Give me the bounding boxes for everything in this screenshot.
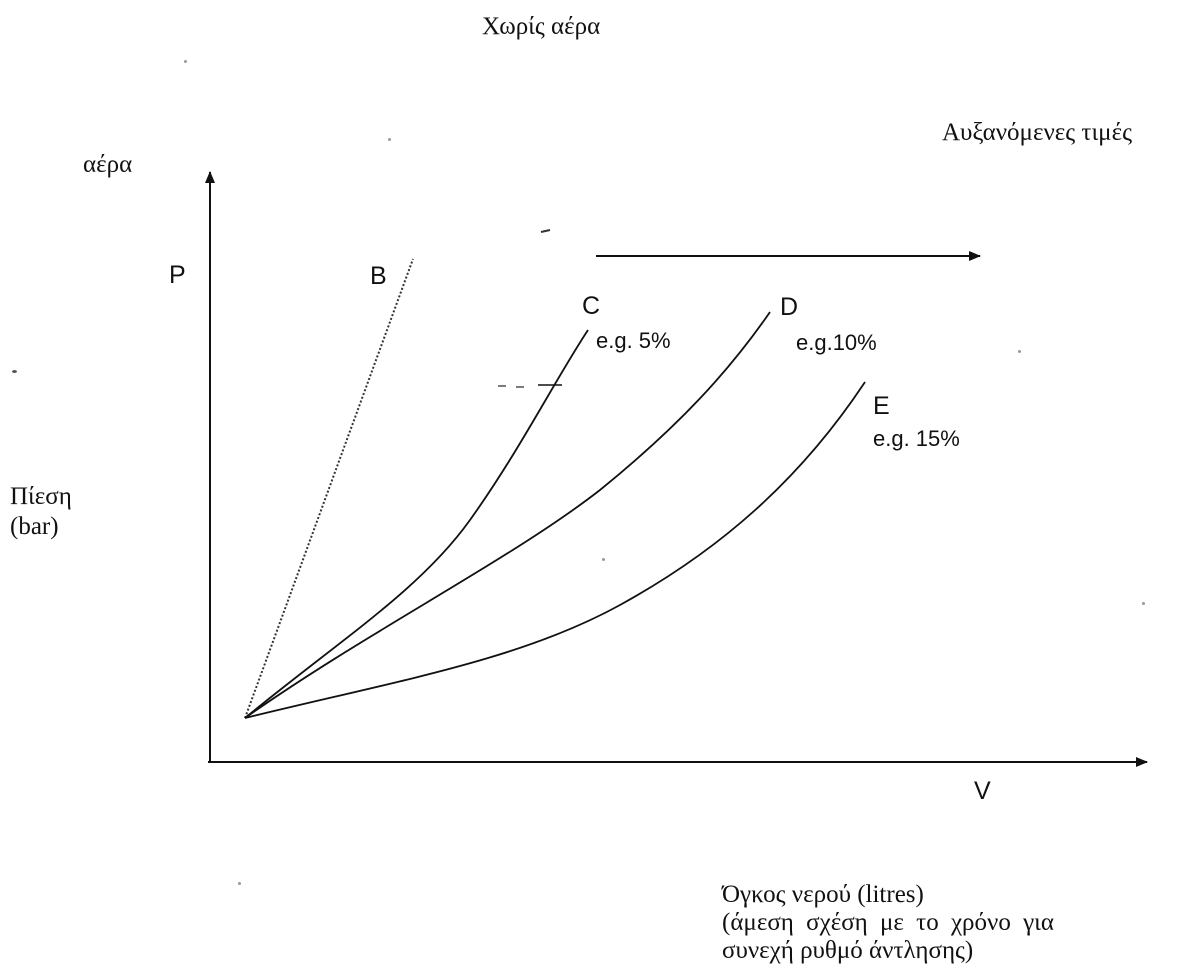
- curve-c-label: C: [582, 292, 601, 320]
- pressure-unit-label: (bar): [10, 513, 59, 540]
- increasing-values-label: Αυξανόμενες τιμές: [942, 119, 1132, 146]
- title-no-air: Χωρίς αέρα: [482, 13, 601, 40]
- curve-e: [244, 381, 866, 719]
- curve-d: [244, 311, 771, 719]
- scan-mark: [540, 229, 551, 233]
- volume-note-line2: συνεχή ρυθμό άντλησης): [722, 937, 974, 964]
- scan-speck: [238, 882, 241, 885]
- air-label: αέρα: [83, 151, 133, 178]
- volume-label: Όγκος νερού (litres): [722, 881, 924, 908]
- curve-d-note: e.g.10%: [796, 330, 877, 355]
- scan-speck: [602, 558, 605, 561]
- axis-v-label: V: [974, 777, 991, 805]
- curve-c: [244, 329, 589, 719]
- pressure-label: Πίεση: [10, 483, 72, 510]
- curve-e-note: e.g. 15%: [873, 426, 960, 451]
- scan-speck: [388, 138, 391, 141]
- scan-speck: [12, 370, 17, 373]
- axis-p-label: P: [169, 261, 186, 289]
- scan-speck: [184, 60, 187, 63]
- scan-speck: [1142, 602, 1145, 605]
- curve-c-note: e.g. 5%: [596, 328, 671, 353]
- curve-d-label: D: [780, 293, 799, 321]
- curve-b-label: B: [370, 262, 387, 290]
- scan-speck: [1018, 350, 1021, 353]
- curve-e-label: E: [873, 392, 890, 420]
- curve-b: [244, 258, 414, 719]
- volume-note-line1: (άμεση σχέση με το χρόνο για: [722, 909, 1054, 936]
